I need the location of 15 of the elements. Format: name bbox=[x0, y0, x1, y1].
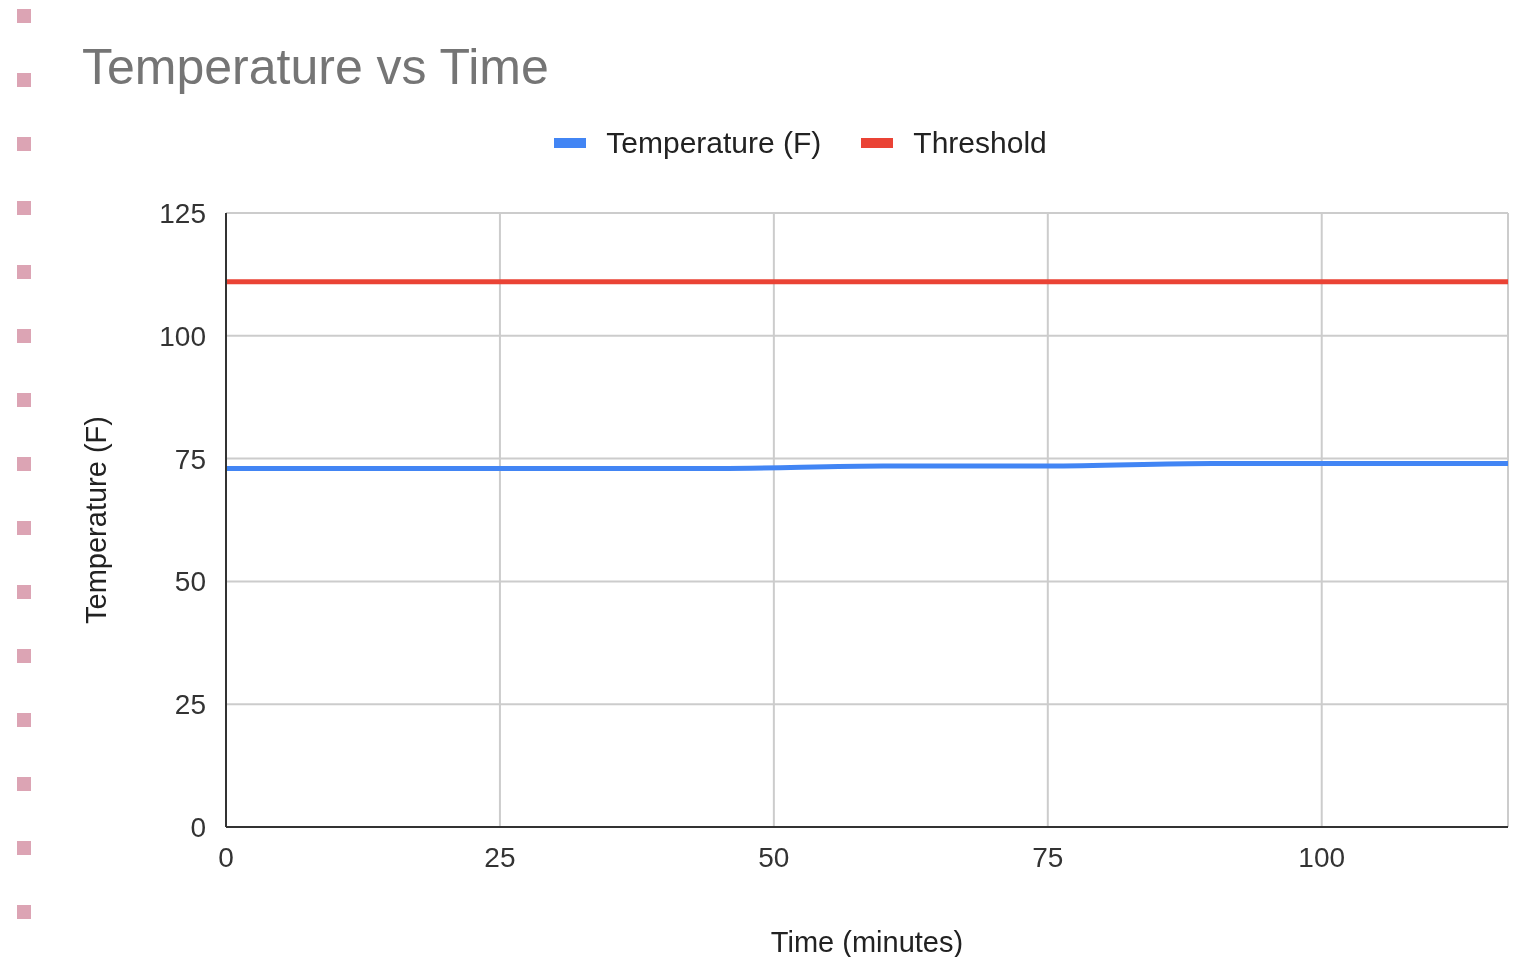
x-tick-label: 50 bbox=[758, 841, 790, 873]
y-tick-label: 50 bbox=[174, 566, 206, 598]
x-tick-label: 25 bbox=[484, 841, 516, 873]
legend-label: Threshold bbox=[913, 126, 1047, 160]
y-tick-label: 100 bbox=[159, 320, 206, 352]
y-tick-label: 0 bbox=[190, 811, 206, 843]
y-axis-title: Temperature (F) bbox=[80, 416, 113, 624]
chart-title: Temperature vs Time bbox=[82, 38, 549, 96]
y-tick-label: 75 bbox=[174, 443, 206, 475]
x-tick-label: 100 bbox=[1298, 841, 1346, 873]
y-tick-label: 125 bbox=[159, 197, 206, 229]
x-tick-label: 75 bbox=[1032, 841, 1064, 873]
legend-label: Temperature (F) bbox=[606, 126, 822, 160]
y-tick-label: 25 bbox=[174, 689, 206, 721]
x-tick-label: 0 bbox=[218, 841, 234, 873]
